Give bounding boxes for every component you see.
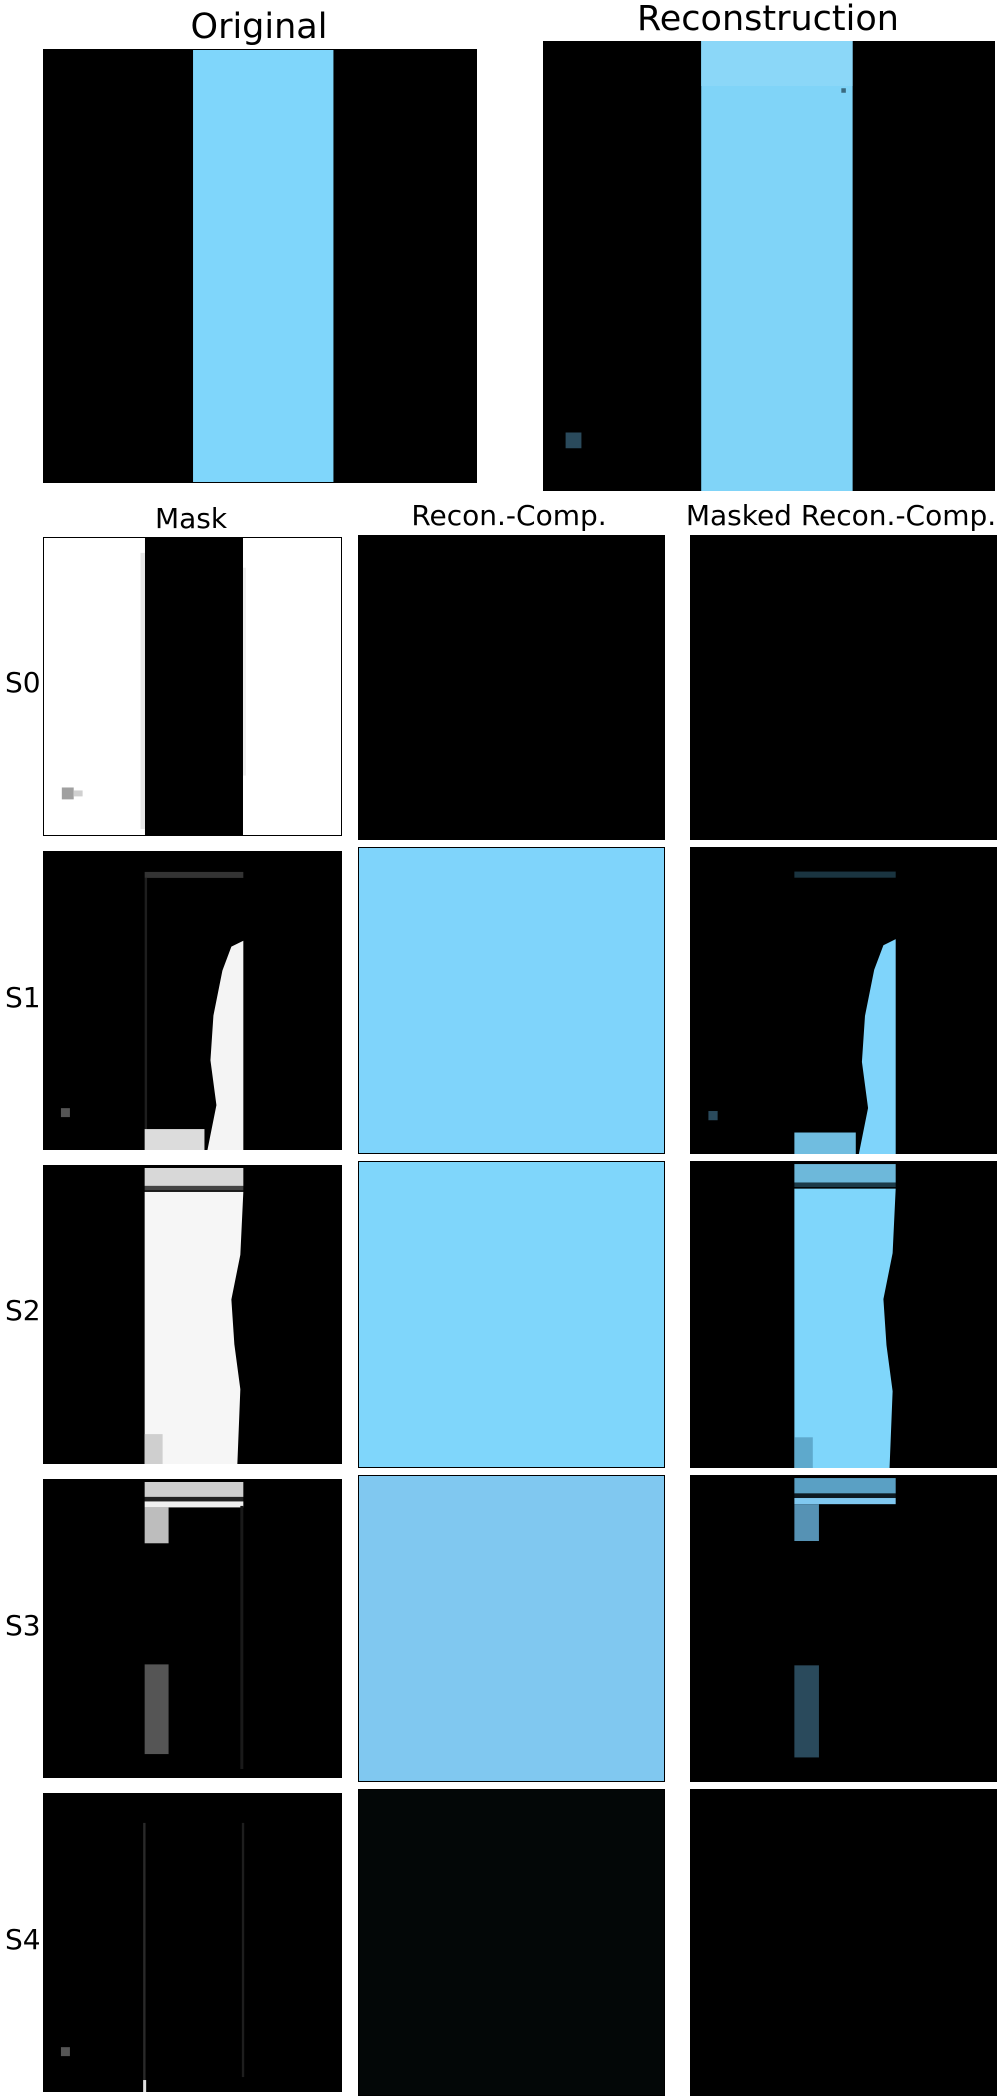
mask-s0	[43, 537, 342, 836]
reconstruction-image	[543, 41, 995, 491]
masked-recon-comp-s2	[690, 1161, 997, 1468]
row-label-s3: S3	[5, 1609, 41, 1642]
reconstruction-title: Reconstruction	[637, 0, 899, 39]
original-title: Original	[190, 7, 328, 47]
row-label-s0: S0	[5, 666, 41, 699]
mask-s3	[43, 1479, 342, 1778]
mask-s2	[43, 1165, 342, 1464]
mask-column-title: Mask	[154, 502, 228, 535]
masked-recon-comp-s0	[690, 535, 997, 840]
recon-comp-column-title: Recon.-Comp.	[411, 499, 607, 532]
masked-recon-comp-column-title: Masked Recon.-Comp.	[685, 499, 997, 532]
masked-recon-comp-s4	[690, 1789, 997, 2096]
row-label-s2: S2	[5, 1294, 41, 1327]
recon-comp-s0	[358, 535, 665, 840]
original-image	[43, 49, 477, 483]
masked-recon-comp-s3	[690, 1475, 997, 1782]
masked-recon-comp-s1	[690, 847, 997, 1154]
row-label-s1: S1	[5, 981, 41, 1014]
recon-comp-s3	[358, 1475, 665, 1782]
recon-comp-s1	[358, 847, 665, 1154]
recon-comp-s4	[358, 1789, 665, 2096]
mask-s4	[43, 1793, 342, 2092]
row-label-s4: S4	[5, 1923, 41, 1956]
recon-comp-s2	[358, 1161, 665, 1468]
mask-s1	[43, 851, 342, 1150]
